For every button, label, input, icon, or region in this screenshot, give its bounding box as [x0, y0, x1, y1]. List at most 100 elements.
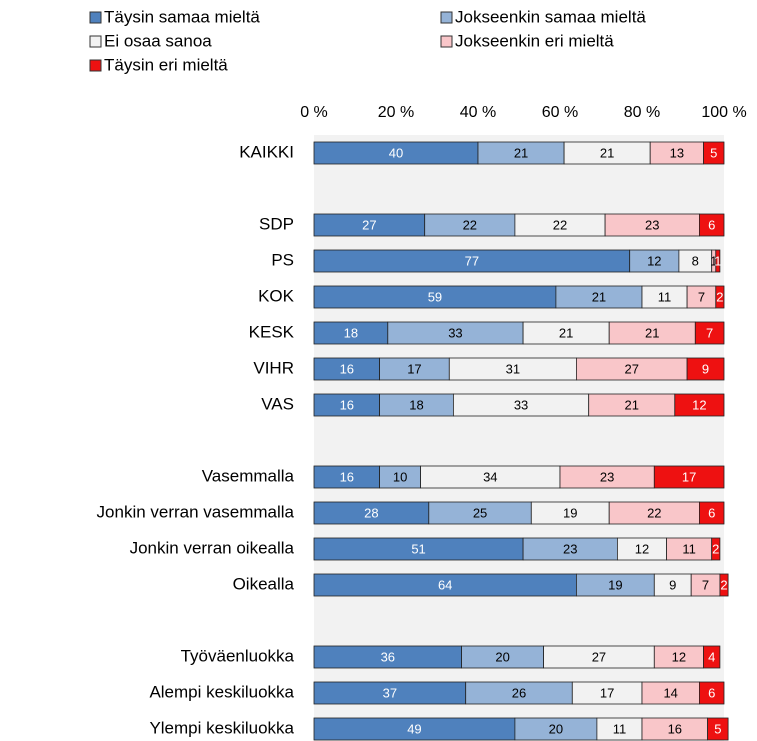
data-label: 8	[692, 253, 699, 268]
x-tick-label: 100 %	[701, 104, 746, 121]
data-label: 26	[512, 685, 526, 700]
x-tick-label: 60 %	[542, 104, 578, 121]
data-label: 1	[714, 253, 721, 268]
data-label: 20	[495, 649, 509, 664]
data-label: 7	[706, 325, 713, 340]
data-label: 21	[559, 325, 573, 340]
data-label: 1	[710, 253, 717, 268]
category-label: SDP	[259, 214, 294, 233]
data-label: 17	[600, 685, 614, 700]
bar-segment	[719, 573, 729, 597]
category-label: Alempi keskiluokka	[149, 682, 294, 701]
data-label: 20	[549, 721, 563, 736]
data-label: 28	[364, 505, 378, 520]
x-tick-label: 80 %	[624, 104, 660, 121]
data-label: 9	[669, 577, 676, 592]
data-label: 12	[672, 649, 686, 664]
data-label: 12	[635, 541, 649, 556]
legend-swatch	[440, 35, 453, 48]
legend-label: Täysin samaa mieltä	[104, 7, 260, 26]
data-label: 19	[608, 577, 622, 592]
legend-label: Täysin eri mieltä	[104, 55, 228, 74]
legend-swatch	[440, 11, 453, 24]
data-label: 6	[708, 505, 715, 520]
data-label: 23	[563, 541, 577, 556]
data-label: 14	[663, 685, 677, 700]
data-label: 21	[625, 397, 639, 412]
data-label: 12	[647, 253, 661, 268]
data-label: 2	[716, 289, 723, 304]
bar-segment	[699, 681, 725, 705]
bar-segment	[674, 393, 725, 417]
data-label: 33	[448, 325, 462, 340]
data-label: 17	[682, 469, 696, 484]
bar-segment	[703, 141, 725, 165]
data-label: 64	[438, 577, 452, 592]
data-label: 21	[514, 145, 528, 160]
category-label: Oikealla	[233, 574, 295, 593]
data-label: 16	[340, 361, 354, 376]
category-label: Jonkin verran vasemmalla	[97, 502, 295, 521]
legend-label: Ei osaa sanoa	[104, 31, 212, 50]
data-label: 17	[407, 361, 421, 376]
bar-segment	[699, 501, 725, 525]
data-label: 5	[710, 145, 717, 160]
data-label: 7	[698, 289, 705, 304]
data-label: 2	[720, 577, 727, 592]
data-label: 31	[506, 361, 520, 376]
data-label: 11	[658, 289, 672, 304]
data-label: 40	[389, 145, 403, 160]
data-label: 4	[708, 649, 715, 664]
x-tick-label: 20 %	[378, 104, 414, 121]
data-label: 18	[409, 397, 423, 412]
data-label: 22	[463, 217, 477, 232]
category-label: Ylempi keskiluokka	[149, 718, 294, 737]
data-label: 21	[600, 145, 614, 160]
data-label: 11	[613, 721, 627, 736]
bar-segment	[686, 357, 725, 381]
legend-label: Jokseenkin samaa mieltä	[455, 7, 646, 26]
category-label: Työväenluokka	[181, 646, 295, 665]
data-label: 22	[647, 505, 661, 520]
bar-segment	[653, 465, 725, 489]
data-label: 11	[682, 541, 696, 556]
data-label: 59	[428, 289, 442, 304]
data-label: 27	[625, 361, 639, 376]
data-label: 27	[362, 217, 376, 232]
data-label: 27	[592, 649, 606, 664]
bar-segment	[707, 717, 729, 741]
legend-label: Jokseenkin eri mieltä	[455, 31, 614, 50]
data-label: 16	[340, 469, 354, 484]
data-label: 22	[553, 217, 567, 232]
bar-segment	[699, 213, 725, 237]
category-label: Vasemmalla	[202, 466, 295, 485]
data-label: 21	[645, 325, 659, 340]
legend-swatch	[89, 59, 102, 72]
x-tick-label: 40 %	[460, 104, 496, 121]
x-tick-label: 0 %	[300, 104, 328, 121]
data-label: 51	[411, 541, 425, 556]
data-label: 49	[407, 721, 421, 736]
category-label: VIHR	[253, 358, 294, 377]
bar-segment	[711, 537, 721, 561]
data-label: 6	[708, 685, 715, 700]
data-label: 34	[483, 469, 497, 484]
data-label: 19	[563, 505, 577, 520]
data-label: 12	[692, 397, 706, 412]
data-label: 23	[600, 469, 614, 484]
category-label: VAS	[261, 394, 294, 413]
data-label: 6	[708, 217, 715, 232]
bar-segment	[715, 285, 725, 309]
data-label: 23	[645, 217, 659, 232]
data-label: 13	[670, 145, 684, 160]
data-label: 77	[465, 253, 479, 268]
category-label: KOK	[258, 286, 295, 305]
data-label: 7	[702, 577, 709, 592]
category-label: PS	[271, 250, 294, 269]
data-label: 16	[668, 721, 682, 736]
data-label: 16	[340, 397, 354, 412]
data-label: 36	[381, 649, 395, 664]
data-label: 9	[702, 361, 709, 376]
legend-swatch	[89, 11, 102, 24]
legend-swatch	[89, 35, 102, 48]
